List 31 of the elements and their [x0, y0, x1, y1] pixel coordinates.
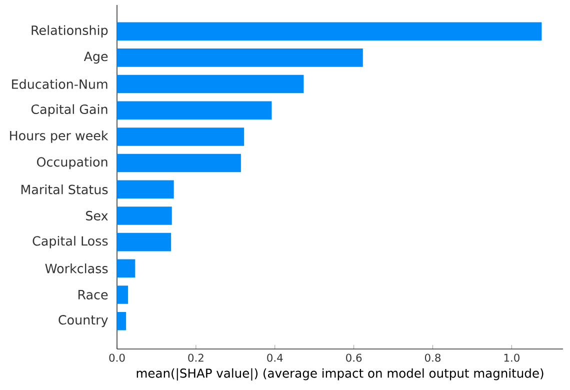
x-tick-label: 0.0	[109, 354, 125, 362]
y-tick-label: Age	[84, 52, 108, 64]
x-tick-label: 0.2	[188, 354, 204, 362]
y-tick-label: Capital Gain	[31, 104, 108, 116]
y-tick-label: Race	[78, 290, 108, 300]
bar	[117, 154, 241, 172]
x-axis-title: mean(|SHAP value|) (average impact on model output magnitude)	[136, 368, 544, 381]
x-tick-label: 0.4	[267, 354, 283, 362]
bar	[117, 259, 136, 278]
y-tick-label: Capital Loss	[32, 236, 108, 248]
bar	[117, 286, 128, 304]
x-tick-label: 0.8	[424, 354, 441, 362]
y-tick-label: Occupation	[37, 156, 108, 170]
bar	[117, 101, 272, 120]
bar	[117, 180, 174, 199]
y-tick-label: Hours per week	[10, 130, 108, 143]
y-tick-label: Relationship	[32, 25, 108, 38]
bar	[117, 232, 172, 252]
y-tick-label: Country	[58, 315, 108, 328]
bar	[117, 128, 244, 146]
y-tick-label: Marital Status	[21, 184, 108, 194]
x-tick-label: 1.0	[504, 354, 520, 362]
bar	[117, 74, 304, 94]
y-tick-label: Sex	[86, 210, 108, 221]
bar	[117, 48, 363, 67]
y-tick-label: Education-Num	[12, 79, 108, 89]
bar	[117, 206, 172, 225]
bar	[117, 312, 126, 330]
x-tick-label: 0.6	[346, 354, 362, 362]
y-tick-label: Workclass	[45, 264, 108, 274]
bar	[117, 22, 542, 40]
